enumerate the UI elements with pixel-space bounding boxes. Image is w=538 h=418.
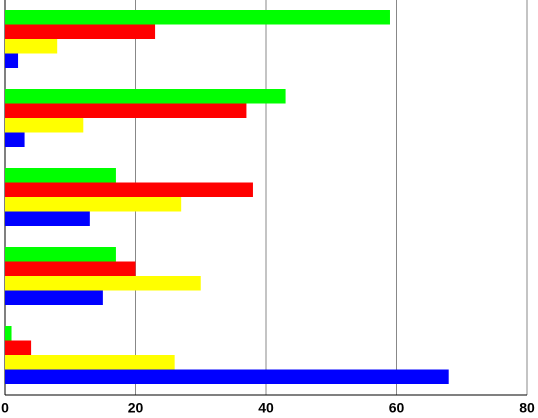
bar: [5, 247, 116, 262]
bar: [5, 168, 116, 183]
bar: [5, 24, 156, 39]
bar: [5, 261, 136, 276]
bar: [5, 211, 90, 226]
bar: [5, 132, 25, 147]
bar: [5, 326, 12, 341]
bar: [5, 182, 253, 197]
x-tick-label: 0: [1, 400, 9, 416]
bar: [5, 89, 286, 104]
x-tick-label: 80: [519, 400, 535, 416]
bar: [5, 197, 182, 212]
bar: [5, 369, 449, 384]
bar: [5, 340, 32, 355]
x-tick-label: 20: [128, 400, 144, 416]
bar: [5, 103, 247, 118]
bar: [5, 53, 19, 68]
x-tick-label: 60: [389, 400, 405, 416]
bar: [5, 118, 84, 133]
bar: [5, 39, 58, 54]
bar: [5, 10, 390, 25]
x-tick-label: 40: [258, 400, 274, 416]
bar: [5, 276, 201, 291]
bar: [5, 290, 103, 305]
bar: [5, 355, 175, 370]
